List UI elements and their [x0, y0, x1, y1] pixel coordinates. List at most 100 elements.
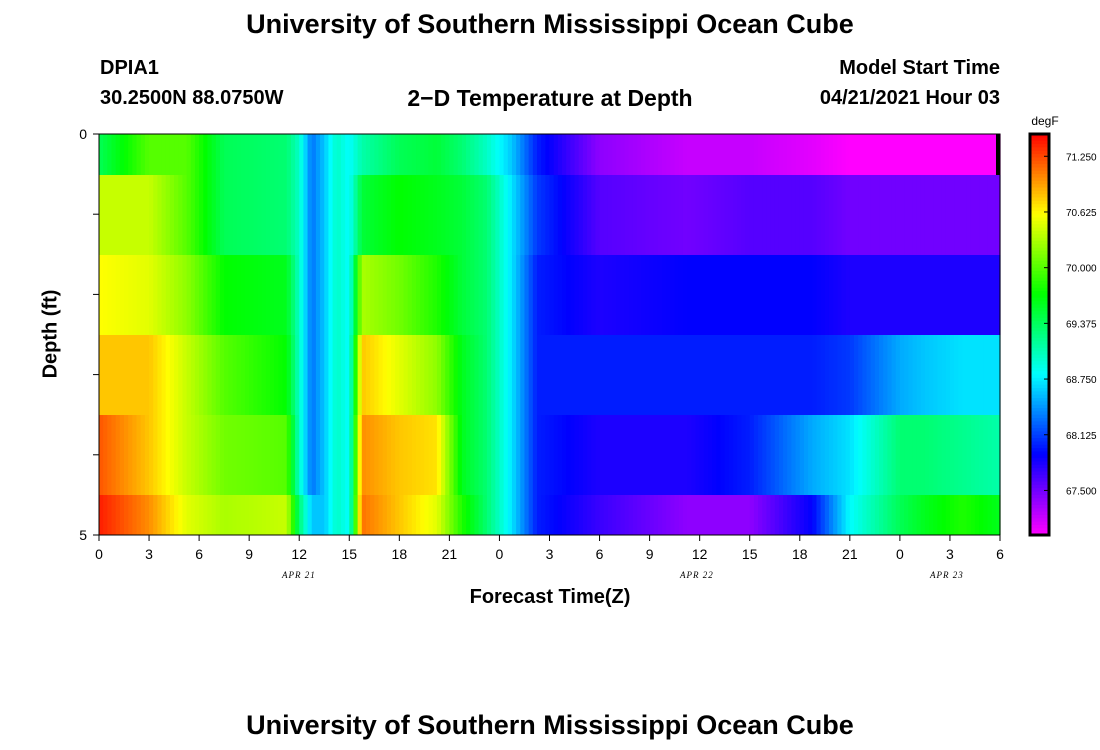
heatmap-cell — [353, 255, 359, 335]
heatmap-cell — [507, 335, 513, 415]
colorbar-segment — [1030, 187, 1049, 192]
heatmap-cell — [557, 175, 563, 255]
heatmap-cell — [453, 415, 459, 495]
heatmap-cell — [441, 415, 446, 495]
heatmap-cell — [303, 495, 309, 535]
heatmap-cell — [991, 255, 997, 335]
heatmap-cell — [194, 415, 200, 495]
heatmap-cell — [929, 134, 934, 175]
heatmap-cell — [111, 495, 117, 535]
heatmap-cell — [253, 255, 259, 335]
heatmap-cell — [470, 495, 476, 535]
heatmap-cell — [182, 415, 188, 495]
heatmap-cell — [486, 335, 492, 415]
heatmap-cell — [828, 415, 834, 495]
x-tick-label: 0 — [896, 546, 904, 562]
heatmap-cell — [178, 175, 184, 255]
heatmap-cell — [240, 134, 246, 175]
heatmap-cell — [724, 134, 730, 175]
heatmap-cell — [386, 415, 392, 495]
heatmap-cell — [245, 335, 250, 415]
heatmap-cell — [382, 495, 388, 535]
heatmap-cell — [365, 495, 371, 535]
heatmap-cell — [228, 175, 234, 255]
heatmap-cell — [716, 335, 722, 415]
heatmap-cell — [791, 255, 797, 335]
heatmap-cell — [115, 175, 121, 255]
heatmap-cell — [420, 255, 425, 335]
heatmap-cell — [649, 495, 655, 535]
heatmap-cell — [678, 415, 684, 495]
heatmap-cell — [962, 255, 968, 335]
heatmap-cell — [199, 495, 204, 535]
heatmap-cell — [912, 134, 918, 175]
heatmap-cell — [941, 255, 947, 335]
heatmap-cell — [858, 335, 863, 415]
heatmap-cell — [228, 335, 234, 415]
heatmap-cell — [753, 175, 759, 255]
heatmap-cell — [290, 175, 296, 255]
heatmap-cell — [499, 255, 505, 335]
colorbar-segment — [1030, 144, 1049, 148]
heatmap-cell — [870, 134, 876, 175]
heatmap-cell — [503, 335, 509, 415]
heatmap-cell — [703, 134, 709, 175]
colorbar-tick-label: 71.250 — [1066, 152, 1097, 163]
heatmap-cell — [924, 335, 930, 415]
colorbar-segment — [1030, 157, 1049, 162]
heatmap-cell — [845, 255, 851, 335]
heatmap-cell — [828, 175, 834, 255]
heatmap-cell — [232, 175, 238, 255]
heatmap-cell — [261, 255, 267, 335]
heatmap-cell — [295, 495, 300, 535]
heatmap-cell — [282, 255, 288, 335]
heatmap-cell — [833, 255, 838, 335]
heatmap-cell — [307, 335, 313, 415]
heatmap-cell — [866, 415, 872, 495]
heatmap-cell — [745, 335, 751, 415]
heatmap-cell — [899, 415, 905, 495]
heatmap-cell — [503, 495, 509, 535]
heatmap-cell — [733, 134, 738, 175]
heatmap-cell — [599, 255, 605, 335]
heatmap-cell — [966, 415, 972, 495]
heatmap-cell — [837, 335, 843, 415]
heatmap-cell — [261, 495, 267, 535]
heatmap-cell — [399, 335, 405, 415]
heatmap-cell — [461, 134, 467, 175]
heatmap-cell — [274, 255, 279, 335]
heatmap-cell — [311, 175, 317, 255]
heatmap-cell — [682, 415, 688, 495]
heatmap-cell — [282, 335, 288, 415]
heatmap-cell — [149, 415, 154, 495]
heatmap-cell — [299, 175, 304, 255]
colorbar-segment — [1030, 494, 1049, 499]
heatmap-cell — [908, 134, 913, 175]
heatmap-cell — [712, 175, 717, 255]
heatmap-cell — [808, 495, 813, 535]
heatmap-cell — [858, 134, 863, 175]
heatmap-cell — [849, 415, 855, 495]
heatmap-cell — [687, 415, 692, 495]
heatmap-cell — [249, 134, 254, 175]
heatmap-cell — [511, 415, 517, 495]
heatmap-cell — [737, 255, 742, 335]
heatmap-cell — [128, 255, 133, 335]
heatmap-cell — [315, 255, 321, 335]
heatmap-cell — [562, 415, 567, 495]
heatmap-cell — [378, 175, 384, 255]
heatmap-cell — [478, 175, 484, 255]
heatmap-cell — [449, 415, 455, 495]
heatmap-cell — [924, 134, 930, 175]
heatmap-cell — [374, 415, 380, 495]
heatmap-cell — [370, 495, 375, 535]
heatmap-cell — [328, 175, 334, 255]
heatmap-cell — [904, 335, 909, 415]
heatmap-cell — [716, 134, 722, 175]
heatmap-cell — [357, 255, 363, 335]
heatmap-cell — [991, 335, 997, 415]
heatmap-cell — [916, 255, 922, 335]
heatmap-cell — [144, 134, 150, 175]
heatmap-cell — [245, 415, 250, 495]
heatmap-cell — [678, 255, 684, 335]
